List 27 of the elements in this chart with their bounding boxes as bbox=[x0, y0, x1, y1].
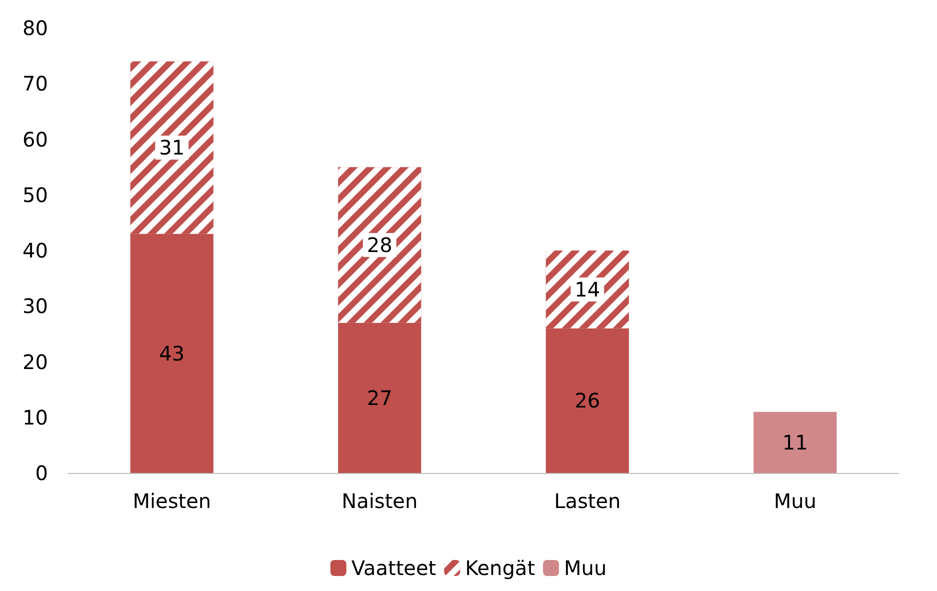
y-tick-label: 80 bbox=[22, 16, 48, 40]
legend-label: Muu bbox=[564, 556, 607, 580]
x-tick-label: Lasten bbox=[554, 489, 621, 513]
x-tick-label: Miesten bbox=[132, 489, 212, 513]
y-tick-label: 40 bbox=[22, 238, 48, 262]
y-tick-label: 10 bbox=[22, 405, 48, 430]
y-tick-label: 0 bbox=[35, 461, 48, 485]
y-tick-label: 30 bbox=[22, 294, 48, 318]
legend-label: Kengät bbox=[465, 556, 536, 580]
data-label: 31 bbox=[159, 136, 185, 160]
data-label: 26 bbox=[574, 388, 600, 413]
bar bbox=[130, 234, 214, 473]
y-tick-label: 20 bbox=[22, 350, 48, 374]
y-tick-label: 70 bbox=[22, 72, 48, 96]
data-label: 27 bbox=[366, 386, 392, 410]
data-label: 43 bbox=[159, 341, 185, 366]
data-label: 11 bbox=[782, 430, 808, 454]
bar bbox=[338, 322, 422, 473]
x-tick-label: Naisten bbox=[342, 489, 418, 513]
data-label: 14 bbox=[574, 277, 600, 302]
legend-label: Vaatteet bbox=[351, 556, 436, 580]
x-tick-label: Muu bbox=[774, 489, 816, 513]
y-tick-label: 50 bbox=[22, 182, 48, 207]
bar bbox=[754, 412, 837, 473]
data-label: 28 bbox=[366, 232, 392, 257]
y-tick-label: 60 bbox=[22, 127, 48, 152]
bar bbox=[546, 328, 629, 473]
